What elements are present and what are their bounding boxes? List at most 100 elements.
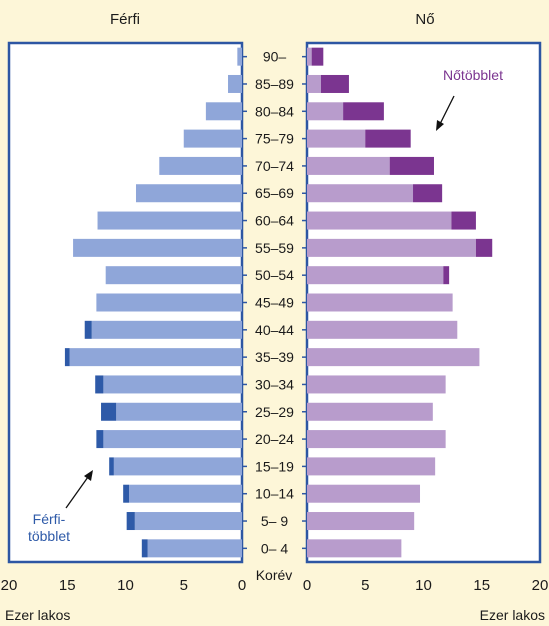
age-label: 0– 4 — [261, 540, 288, 556]
male-x-tick-label: 5 — [180, 577, 188, 594]
female-x-axis-label: Ezer lakos — [480, 607, 545, 623]
male-x-tick-label: 10 — [117, 577, 134, 594]
female-x-tick-label: 0 — [303, 577, 311, 594]
male-surplus-label-line1: Férfi- — [33, 511, 66, 527]
female-surplus-bar-55–59 — [475, 238, 493, 257]
female-surplus-bar-70–74 — [389, 156, 434, 175]
age-label: 70–74 — [255, 158, 294, 174]
age-label: 30–34 — [255, 376, 294, 392]
female-bar-65–69 — [307, 184, 414, 203]
male-bar-20–24 — [103, 430, 243, 449]
female-bar-0– 4 — [307, 539, 402, 558]
female-bar-20–24 — [307, 430, 446, 449]
panel-labels: Férfi Nő — [110, 11, 435, 28]
age-label: 40–44 — [255, 322, 294, 338]
male-bar-80–84 — [205, 102, 242, 121]
male-surplus-bar-30–34 — [95, 375, 104, 394]
female-bar-60–64 — [307, 211, 452, 230]
age-label: 50–54 — [255, 267, 294, 283]
male-bar-40–44 — [91, 320, 242, 339]
male-bar-5– 9 — [134, 512, 242, 531]
male-bar-85–89 — [228, 74, 242, 93]
female-bar-25–29 — [307, 402, 433, 421]
female-bar-55–59 — [307, 238, 476, 257]
age-label: 55–59 — [255, 240, 294, 256]
female-bars — [307, 47, 493, 558]
age-group-labels: 0– 4 5– 9 10–14 15–19 20–24 25–29 30–34 35–39 40… — [242, 49, 307, 556]
male-panel: 0 5 10 15 20 — [1, 41, 246, 594]
female-bar-80–84 — [307, 102, 344, 121]
age-label: 65–69 — [255, 185, 294, 201]
female-bar-50–54 — [307, 266, 444, 285]
female-panel-label: Nő — [415, 11, 434, 28]
male-bar-75–79 — [183, 129, 242, 148]
age-label: 90– — [263, 49, 287, 65]
age-label: 10–14 — [255, 486, 294, 502]
male-bar-90– — [237, 47, 242, 66]
female-x-tick-label: 5 — [361, 577, 369, 594]
female-surplus-bar-80–84 — [343, 102, 384, 121]
female-x-tick-label: 20 — [532, 577, 549, 594]
male-surplus-bar-25–29 — [101, 402, 117, 421]
male-bar-35–39 — [69, 348, 242, 367]
female-surplus-bar-75–79 — [365, 129, 411, 148]
male-bar-45–49 — [96, 293, 242, 312]
male-surplus-bar-5– 9 — [126, 512, 135, 531]
female-bar-75–79 — [307, 129, 366, 148]
age-label: 35–39 — [255, 349, 294, 365]
female-surplus-bar-60–64 — [451, 211, 476, 230]
female-panel: 0 5 10 15 20 — [303, 41, 549, 594]
female-bar-30–34 — [307, 375, 446, 394]
male-surplus-arrowhead — [84, 470, 93, 481]
female-surplus-annotation: Nőtöbblet — [436, 67, 503, 131]
male-surplus-bar-35–39 — [64, 348, 70, 367]
male-surplus-label-line2: többlet — [28, 528, 70, 544]
age-label: 15–19 — [255, 458, 294, 474]
male-bar-65–69 — [135, 184, 242, 203]
male-surplus-arrow-line — [65, 476, 89, 509]
age-label: 85–89 — [255, 76, 294, 92]
female-surplus-bar-90– — [311, 47, 324, 66]
male-x-tick-label: 0 — [238, 577, 246, 594]
female-bar-40–44 — [307, 320, 458, 339]
age-label: 25–29 — [255, 404, 294, 420]
male-bar-55–59 — [73, 238, 242, 257]
male-bar-15–19 — [113, 457, 242, 476]
male-bar-60–64 — [97, 211, 242, 230]
female-bar-5– 9 — [307, 512, 415, 531]
male-x-tick-label: 20 — [1, 577, 18, 594]
male-x-axis-label: Ezer lakos — [5, 607, 70, 623]
female-surplus-bar-85–89 — [320, 74, 349, 93]
age-label: 75–79 — [255, 131, 294, 147]
age-label: 80–84 — [255, 103, 294, 119]
male-panel-label: Férfi — [110, 11, 140, 28]
male-surplus-bar-15–19 — [109, 457, 114, 476]
age-label: 5– 9 — [261, 513, 288, 529]
male-bar-30–34 — [103, 375, 243, 394]
female-bar-10–14 — [307, 484, 421, 503]
female-bar-90– — [307, 47, 312, 66]
female-surplus-bar-65–69 — [413, 184, 443, 203]
male-bars — [64, 47, 243, 558]
male-x-tick-label: 15 — [59, 577, 76, 594]
male-surplus-bar-0– 4 — [141, 539, 148, 558]
male-surplus-annotation: Férfi- többlet — [28, 470, 93, 544]
female-surplus-bar-50–54 — [443, 266, 450, 285]
male-bar-70–74 — [159, 156, 242, 175]
male-bar-25–29 — [116, 402, 242, 421]
female-bar-85–89 — [307, 74, 321, 93]
center-axis-label: Korév — [256, 567, 293, 583]
female-x-tick-label: 10 — [415, 577, 432, 594]
age-label: 20–24 — [255, 431, 294, 447]
male-bar-10–14 — [128, 484, 242, 503]
male-surplus-bar-20–24 — [96, 430, 104, 449]
female-x-ticks: 0 5 10 15 20 — [303, 577, 549, 594]
female-surplus-arrowhead — [436, 120, 444, 131]
female-surplus-label: Nőtöbblet — [443, 67, 503, 83]
female-x-tick-label: 15 — [473, 577, 490, 594]
age-label: 45–49 — [255, 295, 294, 311]
male-surplus-bar-40–44 — [84, 320, 92, 339]
male-surplus-bar-10–14 — [123, 484, 129, 503]
female-bar-35–39 — [307, 348, 480, 367]
female-bar-45–49 — [307, 293, 453, 312]
